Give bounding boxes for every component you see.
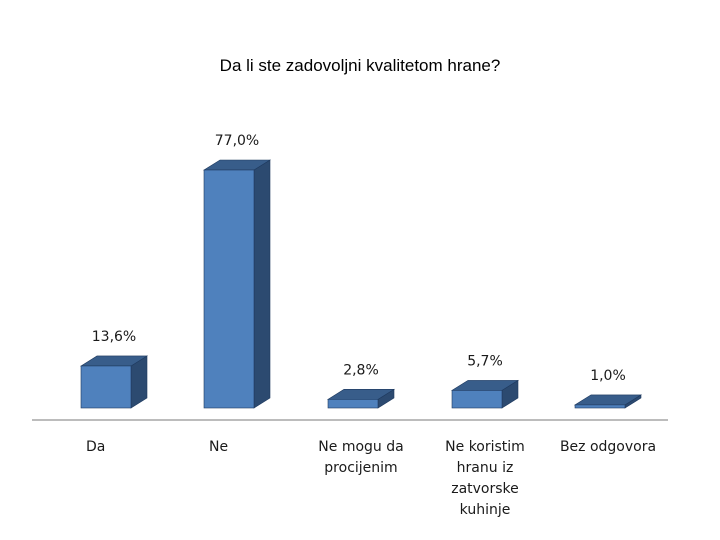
category-label-1: Da bbox=[86, 439, 105, 455]
category-label-line: Ne bbox=[209, 439, 228, 455]
bar-front-face bbox=[451, 390, 503, 409]
bar-front-face bbox=[327, 399, 379, 409]
chart-title: Da li ste zadovoljni kvalitetom hrane? bbox=[219, 56, 501, 75]
data-label-5: 1,0% bbox=[590, 368, 626, 384]
category-label-4: Ne koristim hranu iz zatvorske kuhinje bbox=[445, 439, 525, 518]
bar-front-face bbox=[574, 404, 626, 409]
category-labels-group: Da Ne Ne mogu da procijenim Ne koristim hranu… bbox=[86, 439, 656, 518]
category-label-line: Bez odgovora bbox=[560, 439, 656, 455]
bar-2 bbox=[202, 159, 272, 409]
category-label-line: kuhinje bbox=[460, 502, 511, 518]
bars-group bbox=[79, 159, 643, 409]
category-label-2: Ne bbox=[209, 439, 228, 455]
data-labels-group: 13,6% 77,0% 2,8% 5,7% 1,0% bbox=[92, 133, 626, 384]
data-label-4: 5,7% bbox=[467, 353, 503, 369]
data-label-2: 77,0% bbox=[215, 133, 259, 149]
category-label-line: Ne mogu da bbox=[318, 439, 403, 455]
data-label-1: 13,6% bbox=[92, 329, 136, 345]
category-label-line: Ne koristim bbox=[445, 439, 525, 455]
bar-front-face bbox=[80, 365, 132, 409]
bar-4 bbox=[450, 379, 520, 409]
category-label-line: zatvorske bbox=[451, 481, 519, 497]
category-label-5: Bez odgovora bbox=[560, 439, 656, 455]
bar-5 bbox=[573, 394, 643, 409]
bar-1 bbox=[79, 355, 149, 409]
category-label-line: Da bbox=[86, 439, 105, 455]
category-label-3: Ne mogu da procijenim bbox=[318, 439, 403, 476]
data-label-3: 2,8% bbox=[343, 362, 379, 378]
bar-side-face bbox=[253, 159, 271, 409]
bar-front-face bbox=[203, 169, 255, 409]
category-label-line: hranu iz bbox=[457, 460, 514, 476]
bar-3 bbox=[326, 388, 396, 409]
category-label-line: procijenim bbox=[324, 460, 397, 476]
